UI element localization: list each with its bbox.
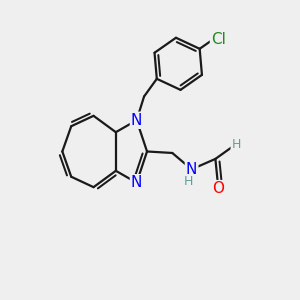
Text: N: N	[186, 162, 197, 177]
Text: H: H	[184, 175, 193, 188]
Text: H: H	[232, 138, 241, 151]
Text: Cl: Cl	[211, 32, 226, 47]
Text: N: N	[131, 175, 142, 190]
Text: O: O	[212, 181, 224, 196]
Text: N: N	[131, 113, 142, 128]
